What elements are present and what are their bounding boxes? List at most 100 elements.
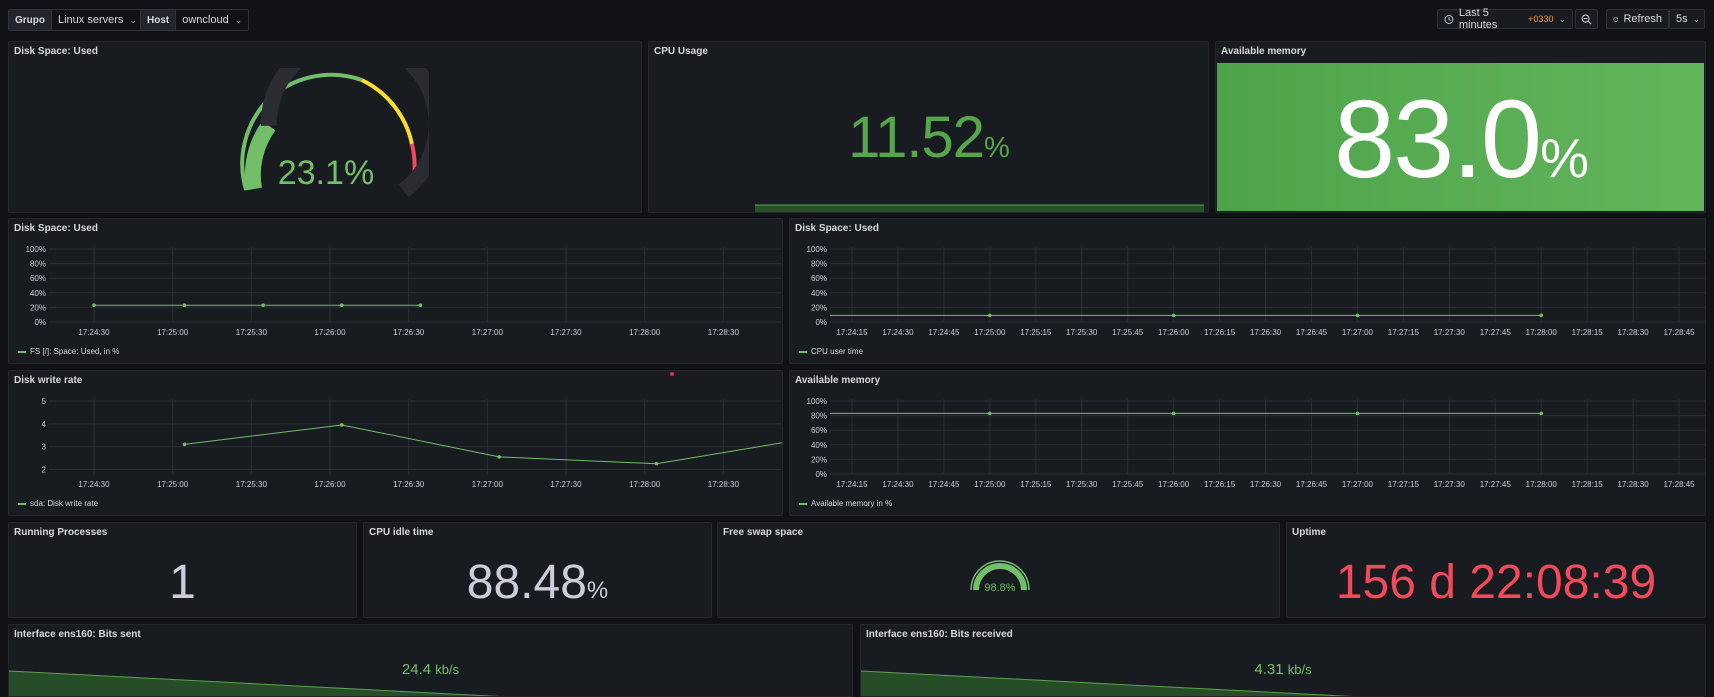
x-tick-label: 17:25:15 [1020,328,1052,337]
x-tick-label: 17:26:45 [1296,328,1328,337]
y-tick-label: 100% [807,245,827,254]
x-tick-label: 17:25:00 [157,480,189,489]
y-tick-label: 40% [811,289,827,298]
x-tick-label: 17:27:00 [1342,480,1374,489]
gauge-track [260,68,429,198]
y-tick-label: 0% [815,470,827,479]
chevron-down-icon: ⌄ [1692,13,1701,24]
cpu-usage-value: 11.52% [649,104,1208,171]
x-tick-label: 17:28:15 [1572,328,1604,337]
gauge-threshold-yellow [360,78,414,145]
panel-disk-write-rate[interactable]: Disk write rate 5 4 3 2 17:24:30 17:25:00 17:2… [8,370,783,516]
gauge-value-arc [244,120,276,191]
variable-host[interactable]: Host owncloud ⌄ [140,9,250,31]
panel-title: Interface ens160: Bits received [866,629,1013,640]
panel-cpu-user-timeseries[interactable]: Disk Space: Used 100% 80% 60% 40% 20% 0% 17:24… [789,218,1706,364]
x-tick-label: 17:25:00 [157,328,189,337]
refresh-button[interactable]: Refresh [1606,9,1669,29]
bits-sent-sparkline [9,670,501,696]
data-point [497,455,501,459]
x-tick-label: 17:27:30 [1434,480,1466,489]
cpu-idle-number: 88.48 [466,556,587,609]
panel-free-swap-space[interactable]: Free swap space 98.8% [717,522,1280,618]
x-tick-label: 17:26:00 [1158,480,1190,489]
variable-host-value: owncloud [182,14,229,26]
y-tick-label: 80% [30,260,46,269]
x-tick-label: 17:24:30 [882,480,914,489]
time-range-picker[interactable]: Last 5 minutes +0330 ⌄ [1437,7,1573,31]
x-tick-label: 17:28:30 [708,328,740,337]
y-tick-label: 80% [811,260,827,269]
refresh-interval-picker[interactable]: 5s ⌄ [1669,9,1705,29]
x-tick-label: 17:25:15 [1020,480,1052,489]
refresh-icon [1613,16,1619,22]
bits-received-value: 4.31 kb/s [861,661,1705,678]
x-tick-label: 17:26:45 [1296,480,1328,489]
cpu-usage-sparkline [755,204,1204,212]
x-tick-label: 17:27:15 [1388,480,1420,489]
data-point [340,303,344,308]
cpu-user-timeseries-chart: 100% 80% 60% 40% 20% 0% 17:24:15 17:24:30 17:24:… [807,245,1705,337]
panel-disk-space-timeseries[interactable]: Disk Space: Used 100% 80% 60% 40% 20% 0% 17:24… [8,218,783,364]
x-tick-label: 17:25:30 [1066,480,1098,489]
panel-cpu-idle-time[interactable]: CPU idle time 88.48% [363,522,712,618]
panel-available-memory-stat[interactable]: Available memory 83.0% [1215,41,1706,213]
x-tick-label: 17:28:15 [1572,480,1604,489]
chart-legend[interactable]: FS [/]: Space: Used, in % [18,347,119,356]
legend-label: sda: Disk write rate [30,499,99,508]
clock-icon [1444,14,1454,24]
panel-available-memory-timeseries[interactable]: Available memory 100% 80% 60% 40% 20% 0% 17:24… [789,370,1706,516]
panel-cpu-usage[interactable]: CPU Usage 11.52% [648,41,1209,213]
chevron-down-icon: ⌄ [234,14,243,25]
chart-legend[interactable]: Available memory in % [799,499,892,508]
x-tick-label: 17:28:45 [1663,328,1695,337]
zoom-out-button[interactable] [1575,9,1598,29]
x-tick-label: 17:24:15 [836,480,868,489]
data-point [1171,411,1176,416]
x-tick-label: 17:24:45 [928,328,960,337]
x-tick-label: 17:26:30 [1250,480,1282,489]
x-tick-label: 17:25:30 [1066,328,1098,337]
panel-title: Interface ens160: Bits sent [14,629,141,640]
panel-uptime[interactable]: Uptime 156 d 22:08:39 [1286,522,1706,618]
x-tick-label: 17:24:15 [836,328,868,337]
cpu-idle-unit: % [586,577,609,604]
x-tick-label: 17:26:15 [1204,328,1236,337]
cpu-usage-unit: % [984,132,1010,164]
x-tick-label: 17:27:30 [1434,328,1466,337]
variable-host-select[interactable]: owncloud ⌄ [176,10,248,30]
series-line [184,424,782,465]
x-tick-label: 17:28:45 [1663,480,1695,489]
panel-bits-sent[interactable]: Interface ens160: Bits sent 24.4 kb/s [8,624,853,697]
x-tick-label: 17:28:00 [629,328,661,337]
panel-running-processes[interactable]: Running Processes 1 [8,522,357,618]
chart-legend[interactable]: sda: Disk write rate [18,499,98,508]
panel-bits-received[interactable]: Interface ens160: Bits received 4.31 kb/… [860,624,1706,697]
panel-disk-space-gauge[interactable]: Disk Space: Used 23.1% [8,41,642,213]
panel-title: Available memory [1221,46,1307,57]
variable-grupo-select[interactable]: Linux servers ⌄ [52,10,143,30]
data-point [654,461,659,466]
x-tick-label: 17:24:30 [78,480,110,489]
data-point [418,303,423,308]
x-tick-label: 17:24:45 [928,480,960,489]
bits-sent-unit: kb/s [435,662,460,677]
available-memory-number: 83.0 [1334,78,1542,201]
panel-title: Disk Space: Used [14,223,98,234]
alert-dot [670,372,674,376]
chart-legend[interactable]: CPU user time [799,347,863,356]
bits-sent-number: 24.4 [401,661,432,678]
y-tick-label: 60% [811,426,827,435]
variable-grupo[interactable]: Grupo Linux servers ⌄ [8,9,144,31]
legend-label: FS [/]: Space: Used, in % [30,347,120,356]
panel-title: Free swap space [723,527,804,538]
x-tick-label: 17:27:30 [550,480,582,489]
y-tick-label: 80% [811,412,827,421]
x-tick-label: 17:28:30 [1618,328,1650,337]
timezone-offset: +0330 [1528,14,1554,24]
data-point [1539,313,1544,318]
x-tick-label: 17:24:30 [78,328,110,337]
panel-title: CPU Usage [654,46,708,57]
data-point [988,313,992,318]
x-tick-label: 17:28:00 [1526,328,1558,337]
